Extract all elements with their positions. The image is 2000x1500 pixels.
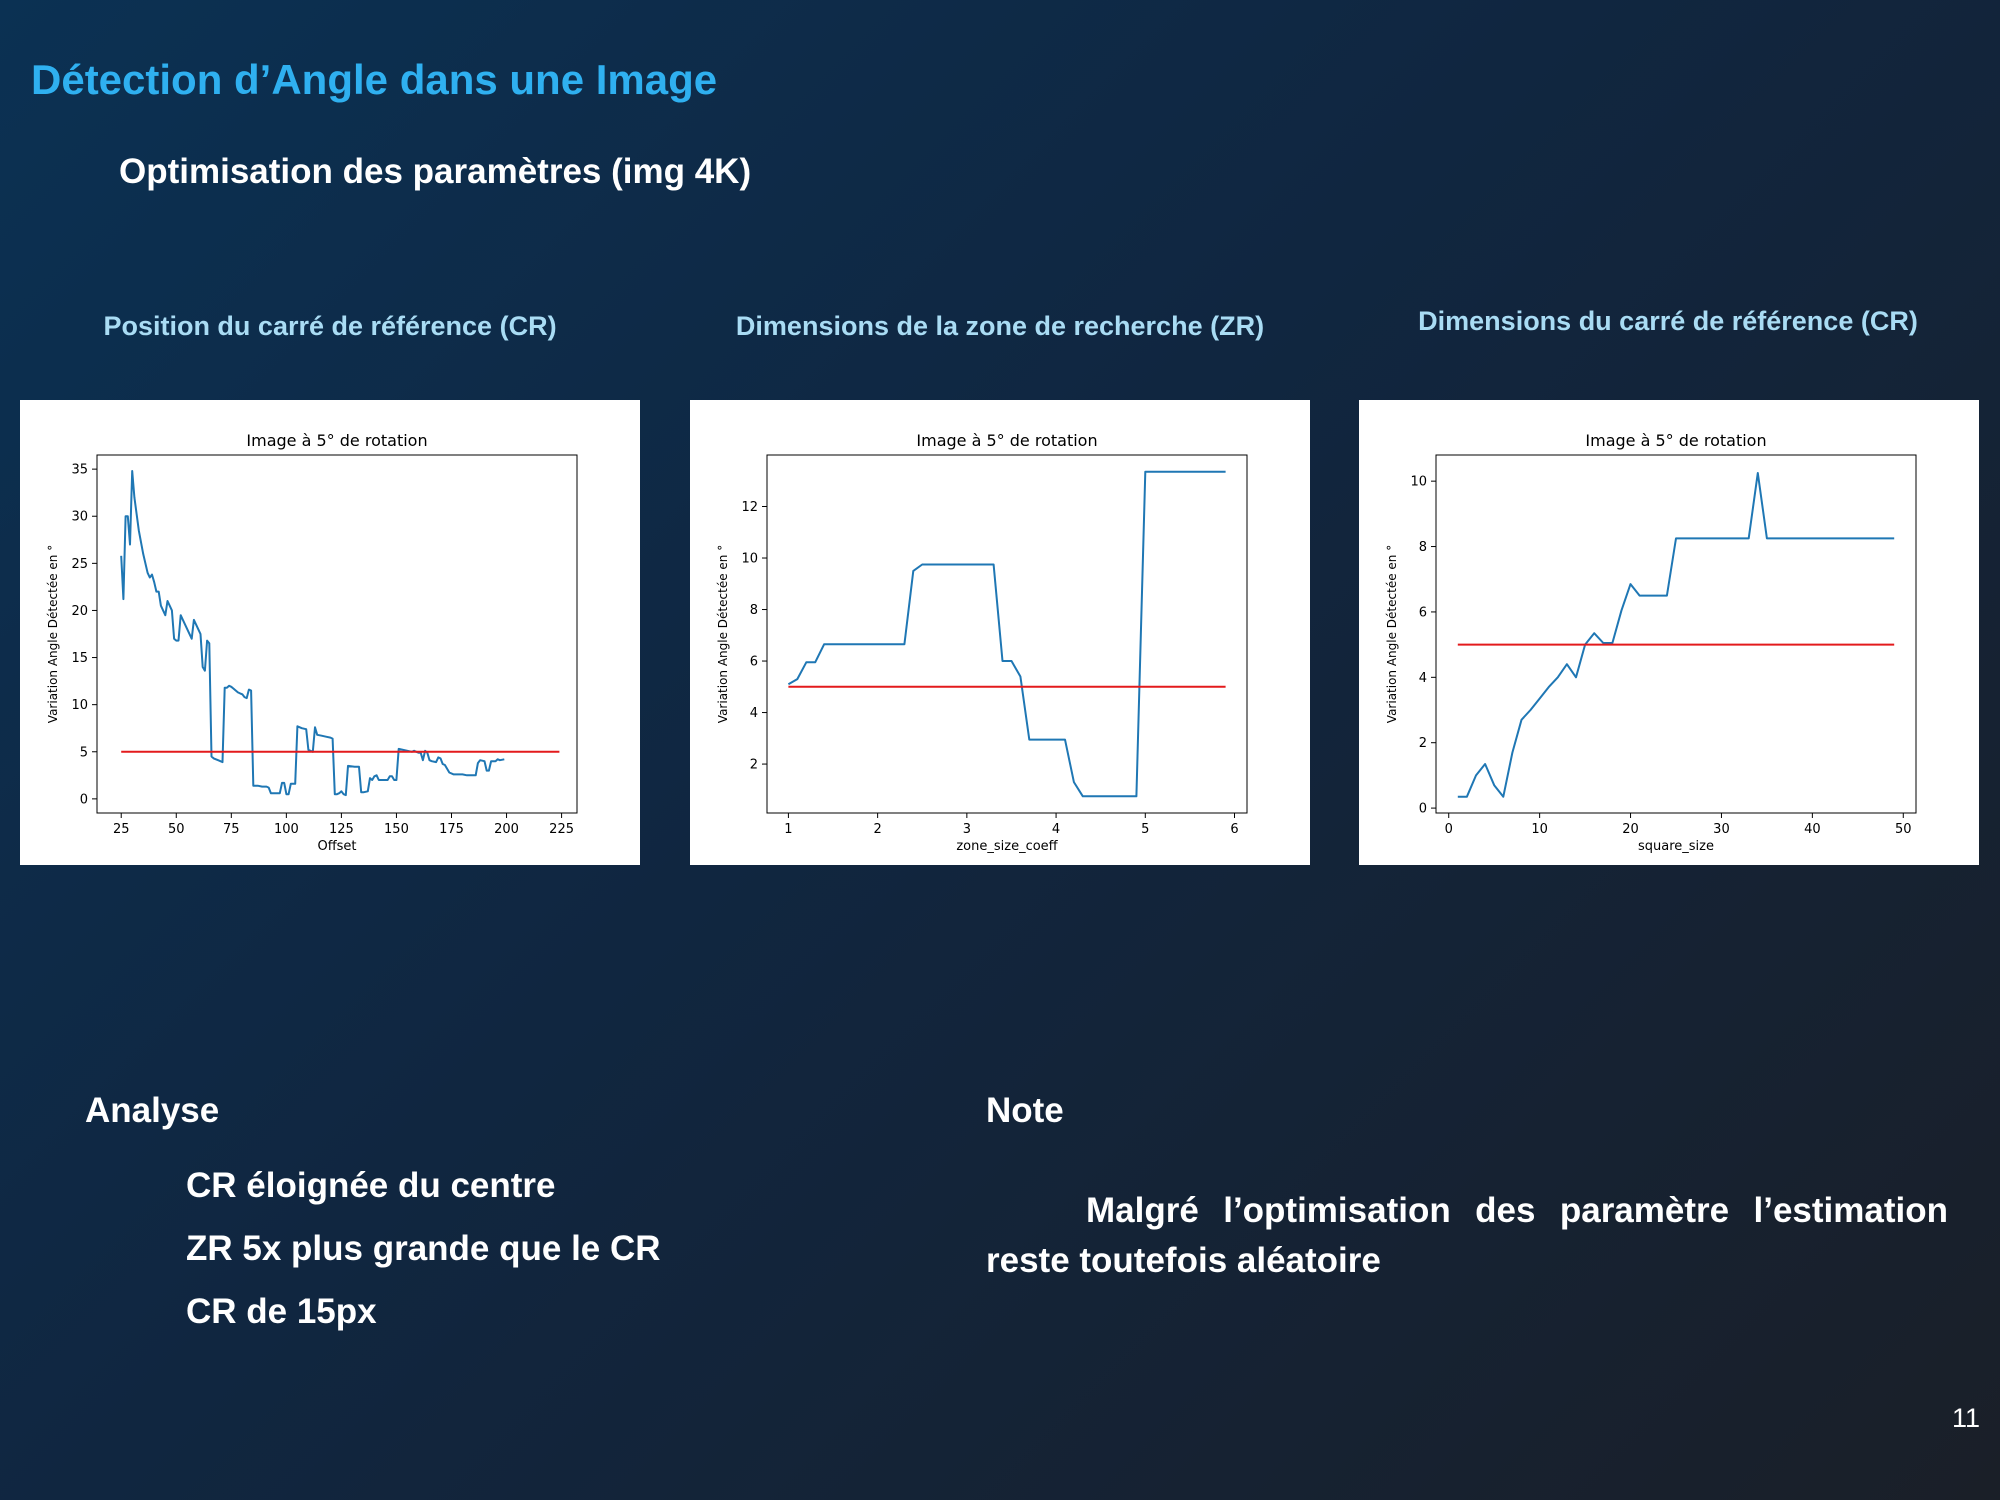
y-tick-label: 5 <box>80 745 88 760</box>
x-tick-label: 3 <box>963 822 971 837</box>
y-tick-label: 4 <box>750 706 758 721</box>
panel-heading-search-zone: Dimensions de la zone de recherche (ZR) <box>735 311 1265 341</box>
chart-title: Image à 5° de rotation <box>916 431 1097 450</box>
chart-title: Image à 5° de rotation <box>1585 431 1766 450</box>
y-tick-label: 10 <box>71 698 88 713</box>
y-tick-label: 0 <box>1419 802 1427 817</box>
x-tick-label: 20 <box>1622 822 1639 837</box>
chart-zone-size: 1 2 3 4 5 6 2 4 6 8 10 12 Image à 5° de rotation zone… <box>690 400 1310 865</box>
panel-heading-square-size: Dimensions du carré de référence (CR) <box>1418 306 1918 336</box>
plot-frame <box>766 454 1248 814</box>
y-tick-label: 6 <box>750 655 758 670</box>
y-tick-label: 2 <box>1419 736 1427 751</box>
y-tick-label: 10 <box>1410 475 1427 490</box>
x-tick-label: 5 <box>1141 822 1149 837</box>
page-number: 11 <box>1951 1403 1980 1433</box>
y-tick-label: 15 <box>71 651 88 666</box>
chart-title: Image à 5° de rotation <box>246 431 427 450</box>
y-tick-label: 4 <box>1419 671 1427 686</box>
x-tick-label: 1 <box>784 822 792 837</box>
x-tick-label: 2 <box>873 822 881 837</box>
x-tick-label: 75 <box>223 822 240 837</box>
plot-frame <box>96 454 578 814</box>
x-tick-label: 100 <box>274 822 299 837</box>
data-line <box>1457 472 1895 798</box>
y-tick-label: 8 <box>750 603 758 618</box>
x-tick-label: 50 <box>168 822 185 837</box>
data-line <box>787 470 1226 798</box>
x-tick-label: 200 <box>494 822 519 837</box>
y-tick-label: 25 <box>71 557 88 572</box>
x-tick-label: 175 <box>439 822 464 837</box>
x-tick-label: 6 <box>1230 822 1238 837</box>
analysis-item: CR de 15px <box>186 1292 377 1331</box>
y-tick-label: 6 <box>1419 605 1427 620</box>
y-tick-label: 8 <box>1419 540 1427 555</box>
chart-square-size-svg: 0 10 20 30 40 50 0 2 4 6 8 10 Image à 5° de rotation… <box>1385 431 1917 854</box>
y-tick-label: 20 <box>71 604 88 619</box>
chart-offset-svg: 25 50 75 100 125 150 175 200 225 0 5 10 15 20 25 30 35 Im… <box>46 431 578 854</box>
plot-frame <box>1435 454 1917 814</box>
x-tick-label: 40 <box>1804 822 1821 837</box>
x-tick-label: 150 <box>384 822 409 837</box>
slide-title: Détection d’Angle dans une Image <box>31 56 718 103</box>
analysis-item: CR éloignée du centre <box>186 1166 556 1205</box>
note-text: Malgré l’optimisation des paramètre l’es… <box>986 1191 1948 1280</box>
x-tick-label: 125 <box>329 822 354 837</box>
y-tick-label: 10 <box>741 552 758 567</box>
x-axis-label: Offset <box>317 839 356 854</box>
chart-offset: 25 50 75 100 125 150 175 200 225 0 5 10 15 20 25 30 35 Im… <box>20 400 640 865</box>
x-tick-label: 50 <box>1895 822 1912 837</box>
x-tick-label: 25 <box>113 822 130 837</box>
slide-subtitle: Optimisation des paramètres (img 4K) <box>119 152 752 191</box>
x-tick-label: 4 <box>1052 822 1060 837</box>
x-tick-label: 225 <box>549 822 574 837</box>
x-tick-label: 0 <box>1445 822 1453 837</box>
x-axis-label: zone_size_coeff <box>956 839 1058 854</box>
analysis-item: ZR 5x plus grande que le CR <box>186 1229 661 1268</box>
x-axis-label: square_size <box>1638 839 1714 854</box>
y-axis-label: Variation Angle Détectée en ° <box>1385 545 1399 723</box>
analysis-heading: Analyse <box>85 1091 220 1130</box>
y-axis-label: Variation Angle Détectée en ° <box>716 545 730 723</box>
data-line <box>120 470 505 797</box>
y-tick-label: 35 <box>71 463 88 478</box>
panel-heading-position: Position du carré de référence (CR) <box>103 311 557 341</box>
y-axis-label: Variation Angle Détectée en ° <box>46 545 60 723</box>
y-tick-label: 2 <box>750 758 758 773</box>
y-tick-label: 12 <box>741 500 758 515</box>
note-heading: Note <box>986 1091 1064 1130</box>
x-tick-label: 10 <box>1531 822 1548 837</box>
x-tick-label: 30 <box>1713 822 1730 837</box>
y-tick-label: 0 <box>80 792 88 807</box>
chart-square-size: 0 10 20 30 40 50 0 2 4 6 8 10 Image à 5° de rotation… <box>1359 400 1979 865</box>
y-tick-label: 30 <box>71 510 88 525</box>
